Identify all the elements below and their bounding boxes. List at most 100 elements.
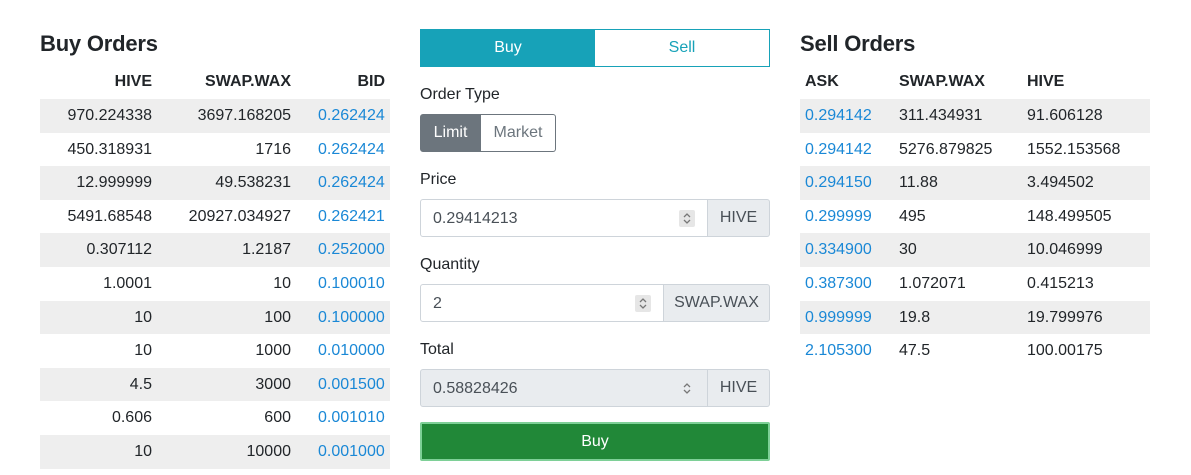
sell-cell: 1.072071 [899, 274, 966, 292]
spinner-icon[interactable] [679, 380, 695, 397]
buy-cell: 970.224338 [67, 107, 152, 124]
price-unit: HIVE [708, 199, 770, 237]
buy-row[interactable]: 5491.68548 20927.034927 0.262421 [40, 200, 390, 234]
buy-cell: 20927.034927 [188, 207, 291, 225]
buy-cell: 1716 [255, 140, 291, 158]
sell-row[interactable]: 0.294150 11.88 3.494502 [800, 166, 1150, 200]
buy-row[interactable]: 970.224338 3697.168205 0.262424 [40, 99, 390, 133]
spinner-icon[interactable] [635, 295, 651, 312]
total-value: 0.58828426 [433, 380, 518, 397]
buy-row[interactable]: 0.606 600 0.001010 [40, 401, 390, 435]
buy-cell[interactable]: 0.100010 [318, 274, 385, 292]
sell-row[interactable]: 0.299999 495 148.499505 [800, 200, 1150, 234]
buy-cell: 4.5 [129, 375, 152, 393]
buy-cell[interactable]: 0.252000 [318, 241, 385, 259]
buy-orders-title: Buy Orders [40, 31, 158, 56]
buy-row[interactable]: 12.999999 49.538231 0.262424 [40, 166, 390, 200]
total-field: 0.58828426 HIVE [420, 369, 770, 407]
sell-cell: 19.8 [899, 308, 931, 326]
price-input[interactable]: 0.29414213 [420, 199, 708, 237]
buy-cell[interactable]: 0.262424 [318, 174, 385, 192]
buy-cell[interactable]: 0.100000 [318, 308, 385, 326]
buy-cell: 5491.68548 [67, 207, 152, 225]
buy-cell: 3000 [255, 375, 291, 393]
buy-row[interactable]: 10 10000 0.001000 [40, 434, 390, 469]
buy-cell[interactable]: 0.001010 [318, 409, 385, 427]
sell-row[interactable]: 0.387300 1.072071 0.415213 [800, 267, 1150, 301]
buy-row[interactable]: 450.318931 1716 0.262424 [40, 133, 390, 167]
sell-col-hive: HIVE [1027, 73, 1065, 90]
sell-cell[interactable]: 0.294150 [805, 174, 872, 192]
sell-cell[interactable]: 0.294142 [805, 140, 872, 158]
sell-cell[interactable]: 2.105300 [805, 342, 872, 360]
buy-cell: 1.2187 [242, 241, 291, 259]
limit-button[interactable]: Limit [420, 114, 481, 152]
buy-col-swapwax: SWAP.WAX [205, 73, 291, 90]
quantity-label: Quantity [420, 256, 480, 273]
total-unit: HIVE [708, 369, 770, 407]
sell-cell[interactable]: 0.334900 [805, 241, 872, 259]
sell-cell: 30 [899, 241, 917, 259]
buy-row[interactable]: 10 100 0.100000 [40, 300, 390, 335]
buy-row[interactable]: 0.307112 1.2187 0.252000 [40, 233, 390, 267]
buy-cell: 10000 [246, 442, 292, 460]
sell-cell: 1552.153568 [1027, 140, 1121, 158]
sell-cell: 47.5 [899, 342, 931, 360]
buy-cell: 450.318931 [67, 140, 152, 158]
total-label: Total [420, 341, 454, 358]
buy-row[interactable]: 1.0001 10 0.100010 [40, 267, 390, 301]
buy-cell[interactable]: 0.010000 [318, 342, 385, 360]
sell-cell[interactable]: 0.299999 [805, 207, 872, 225]
market-button[interactable]: Market [481, 114, 556, 152]
buy-row[interactable]: 4.5 3000 0.001500 [40, 367, 390, 402]
sell-cell[interactable]: 0.999999 [805, 308, 872, 326]
sell-cell: 3.494502 [1027, 174, 1094, 192]
buy-orders-table: 970.224338 3697.168205 0.262424 450.318931 1… [40, 99, 390, 469]
buy-orders-header: HIVE SWAP.WAX BID [40, 68, 390, 98]
sell-orders-title: Sell Orders [800, 31, 916, 56]
quantity-field: 2 SWAP.WAX [420, 284, 770, 322]
quantity-input[interactable]: 2 [420, 284, 664, 322]
sell-cell: 10.046999 [1027, 241, 1103, 259]
sell-cell: 100.00175 [1027, 342, 1103, 360]
buy-cell: 600 [264, 409, 291, 427]
buy-cell[interactable]: 0.001000 [318, 442, 385, 460]
buy-cell: 49.538231 [215, 174, 291, 192]
sell-cell: 5276.879825 [899, 140, 993, 158]
buy-cell[interactable]: 0.262421 [318, 207, 385, 225]
sell-row[interactable]: 2.105300 47.5 100.00175 [800, 334, 1150, 368]
buy-cell: 10 [134, 342, 152, 360]
sell-row[interactable]: 0.294142 311.434931 91.606128 [800, 99, 1150, 133]
buy-cell: 1000 [255, 342, 291, 360]
sell-cell: 495 [899, 207, 926, 225]
sell-cell[interactable]: 0.294142 [805, 107, 872, 124]
submit-buy-button[interactable]: Buy [420, 422, 770, 461]
buy-cell: 0.307112 [86, 241, 152, 259]
buy-cell: 100 [264, 308, 291, 326]
buy-cell: 10 [273, 274, 291, 292]
tab-buy[interactable]: Buy [421, 30, 595, 66]
sell-row[interactable]: 0.294142 5276.879825 1552.153568 [800, 133, 1150, 167]
total-input[interactable]: 0.58828426 [420, 369, 708, 407]
quantity-value: 2 [433, 295, 442, 312]
price-field: 0.29414213 HIVE [420, 199, 770, 237]
buy-cell: 1.0001 [103, 274, 152, 292]
sell-orders-header: ASK SWAP.WAX HIVE [800, 68, 1150, 98]
tab-sell[interactable]: Sell [595, 30, 769, 66]
buy-cell[interactable]: 0.001500 [318, 375, 385, 393]
sell-cell: 91.606128 [1027, 107, 1103, 124]
order-type-group: Limit Market [420, 114, 556, 152]
sell-cell[interactable]: 0.387300 [805, 274, 872, 292]
buy-cell: 12.999999 [76, 174, 152, 192]
buy-cell[interactable]: 0.262424 [318, 107, 385, 124]
sell-cell: 19.799976 [1027, 308, 1103, 326]
sell-row[interactable]: 0.334900 30 10.046999 [800, 233, 1150, 267]
spinner-icon[interactable] [679, 210, 695, 227]
buy-cell: 0.606 [111, 409, 152, 427]
buy-row[interactable]: 10 1000 0.010000 [40, 334, 390, 368]
buy-cell[interactable]: 0.262424 [318, 140, 385, 158]
price-label: Price [420, 171, 457, 188]
sell-row[interactable]: 0.999999 19.8 19.799976 [800, 300, 1150, 335]
sell-col-swapwax: SWAP.WAX [899, 73, 985, 90]
price-value: 0.29414213 [433, 210, 518, 227]
